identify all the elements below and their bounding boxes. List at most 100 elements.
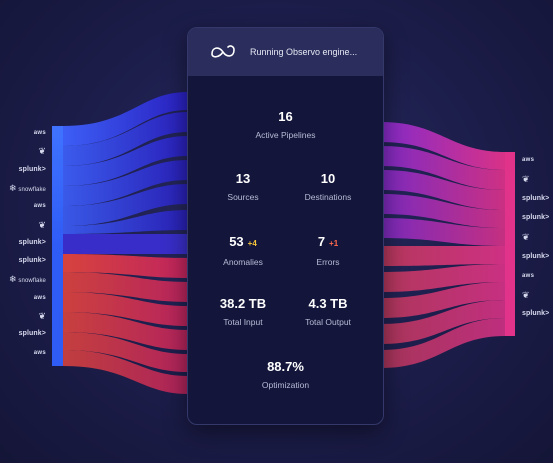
source-flow [63,92,188,146]
source-item: aws [34,348,46,358]
stat-destinations: 10 Destinations [283,171,373,203]
brand-label: splunk> [522,194,550,202]
brand-label: splunk> [522,213,550,221]
source-bar [52,126,63,366]
stat-anomalies: 53 +4 Anomalies [198,234,288,268]
destination-bar [505,152,515,336]
destinations-value: 10 [320,171,336,186]
splunk-bird-icon: ❦ [38,311,46,321]
destination-item: aws [522,155,534,165]
total-output-label: Total Output [305,317,351,327]
source-flow [63,272,188,302]
destinations-label: Destinations [304,192,352,202]
destination-flow [381,300,505,344]
destination-flow [381,264,505,292]
source-item: ❦ [38,146,46,158]
source-item: splunk> [19,256,46,266]
errors-label: Errors [316,257,340,267]
stat-errors: 7 +1 Errors [283,234,373,268]
splunk-bird-icon: ❦ [38,219,46,230]
errors-value: 7 [317,234,326,249]
brand-label: aws [33,294,46,301]
anomalies-label: Anomalies [223,257,263,267]
brand-label: snowflake [16,186,46,193]
source-item: ❄ snowflake [9,274,46,286]
splunk-bird-icon: ❦ [522,290,530,301]
destination-flow [381,246,505,266]
source-flow [63,136,188,186]
destination-flow [381,146,505,190]
optimization-label: Optimization [261,380,310,390]
source-item: aws [34,201,46,211]
source-flow-band [63,234,188,254]
stat-total-input: 38.2 TB Total Input [198,296,288,328]
snowflake-logo-icon: ❄ [8,182,17,193]
source-flow [63,350,188,394]
total-input-value: 38.2 TB [219,296,267,311]
brand-label: aws [522,272,535,279]
sources-value: 13 [235,171,251,186]
header-title: Running Observo engine... [250,47,358,57]
brand-label: splunk> [522,252,550,260]
brand-label: aws [33,349,46,356]
source-item: ❦ [38,220,46,232]
stat-optimization: 88.7% Optimization [188,359,383,391]
total-input-label: Total Input [223,317,263,327]
destination-item: splunk> [522,194,549,204]
splunk-bird-icon: ❦ [38,146,46,157]
source-item: splunk> [19,329,46,339]
source-flow [63,112,188,166]
destination-item: splunk> [522,309,549,319]
engine-status-card: Running Observo engine... 16 Active Pipe… [187,27,384,425]
errors-delta: +1 [329,239,339,248]
source-item: ❄ snowflake [9,183,46,195]
brand-label: splunk> [18,165,46,173]
optimization-value: 88.7% [267,359,304,374]
source-flow [63,332,188,372]
brand-label: splunk> [522,310,550,318]
source-flow [63,210,188,234]
destination-flow [381,170,505,210]
brand-label: splunk> [18,257,46,265]
anomalies-delta: +4 [247,239,257,248]
sources-label: Sources [227,192,259,202]
stat-active-pipelines: 16 Active Pipelines [188,109,383,141]
source-item: ❦ [38,311,46,323]
source-flow [63,312,188,350]
destination-item: splunk> [522,252,549,262]
brand-label: snowflake [16,278,46,285]
active-pipelines-label: Active Pipelines [255,130,316,140]
destination-item: splunk> [522,213,549,223]
source-flow [63,292,188,326]
source-flow [63,254,188,278]
stat-sources: 13 Sources [198,171,288,203]
destination-flow [381,318,505,368]
destination-item: ❦ [522,290,530,302]
snowflake-logo-icon: ❄ [8,274,17,285]
destination-item: ❦ [522,174,530,186]
destination-flow [381,122,505,170]
active-pipelines-value: 16 [278,109,293,124]
source-item: aws [34,293,46,303]
brand-label: aws [522,157,535,163]
source-item: splunk> [19,238,46,248]
destination-flow [381,218,505,246]
destination-flow [381,194,505,228]
splunk-bird-icon: ❦ [522,174,530,185]
anomalies-value: 53 [229,234,244,249]
card-header: Running Observo engine... [188,28,383,76]
brand-label: splunk> [18,330,46,338]
total-output-value: 4.3 TB [308,296,348,311]
observo-logo-icon [211,45,235,58]
brand-label: aws [33,130,46,136]
source-flow [63,184,188,226]
destination-item: aws [522,271,534,281]
brand-label: aws [33,203,46,210]
destination-flow [381,282,505,318]
source-item: splunk> [19,165,46,175]
stat-total-output: 4.3 TB Total Output [283,296,373,328]
source-item: aws [34,128,46,138]
brand-label: splunk> [18,238,46,246]
source-flow [63,160,188,206]
